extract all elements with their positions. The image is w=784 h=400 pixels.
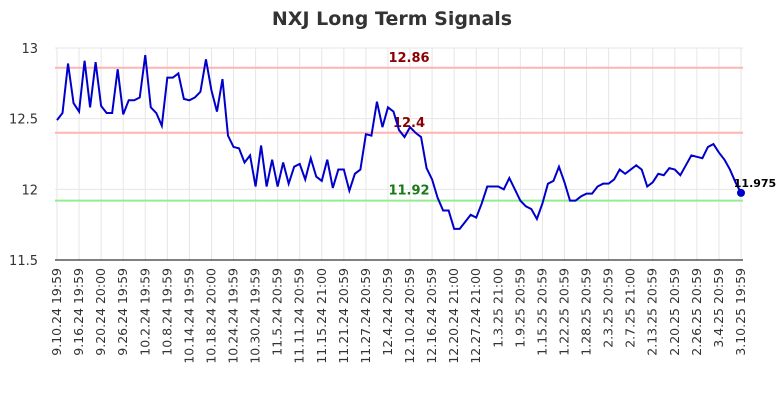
x-tick-label: 10.14.24 19:59: [181, 268, 196, 364]
x-tick-label: 12.4.24 20:59: [380, 268, 395, 356]
x-tick-label: 10.2.24 19:59: [137, 268, 152, 356]
x-tick-label: 2.20.25 20:59: [667, 268, 682, 356]
x-tick-label: 2.3.25 20:59: [601, 268, 616, 348]
x-tick-label: 11.11.24 20:59: [292, 268, 307, 364]
y-tick-label: 12: [21, 183, 38, 198]
x-tick-label: 2.13.25 20:59: [645, 268, 660, 356]
x-tick-label: 9.10.24 19:59: [49, 268, 64, 356]
x-tick-label: 3.4.25 20:59: [711, 268, 726, 348]
x-tick-label: 9.16.24 19:59: [71, 268, 86, 356]
x-tick-label: 10.18.24 20:00: [203, 268, 218, 364]
y-tick-label: 11.5: [9, 254, 38, 269]
x-tick-label: 12.20.24 21:00: [446, 268, 461, 364]
x-tick-label: 12.10.24 20:59: [402, 268, 417, 364]
y-tick-label: 12.5: [9, 113, 38, 128]
x-tick-label: 1.28.25 20:59: [579, 268, 594, 356]
last-point: [737, 188, 745, 197]
x-tick-label: 10.30.24 19:59: [248, 268, 263, 364]
x-tick-label: 11.5.24 20:59: [270, 268, 285, 356]
x-tick-label: 1.22.25 20:59: [556, 268, 571, 356]
x-tick-label: 1.3.25 21:00: [490, 268, 505, 348]
x-tick-label: 12.16.24 20:59: [424, 268, 439, 364]
x-tick-label: 10.24.24 19:59: [226, 268, 241, 364]
x-tick-label: 10.8.24 19:59: [159, 268, 174, 356]
x-tick-label: 11.21.24 20:59: [336, 268, 351, 364]
x-tick-label: 9.20.24 20:00: [93, 268, 108, 356]
line: [56, 54, 742, 230]
x-tick-label: 3.10.25 19:59: [733, 268, 748, 356]
x-tick-label: 2.7.25 21:00: [623, 268, 638, 348]
reference-label: 12.86: [388, 51, 429, 66]
last-value-label: 11.975: [734, 177, 776, 190]
reference-label: 12.4: [393, 116, 425, 131]
x-tick-label: 11.15.24 21:00: [314, 268, 329, 364]
reference-label: 11.92: [388, 184, 429, 199]
x-tick-label: 12.27.24 21:00: [468, 268, 483, 364]
x-tick-label: 11.27.24 20:59: [358, 268, 373, 364]
x-tick-label: 1.9.25 20:59: [512, 268, 527, 348]
y-tick-label: 13: [21, 42, 38, 57]
x-tick-label: 9.26.24 19:59: [115, 268, 130, 356]
chart-title: NXJ Long Term Signals: [272, 8, 512, 30]
x-tick-label: 1.15.25 20:59: [534, 268, 549, 356]
x-tick-label: 2.26.25 20:59: [689, 268, 704, 356]
